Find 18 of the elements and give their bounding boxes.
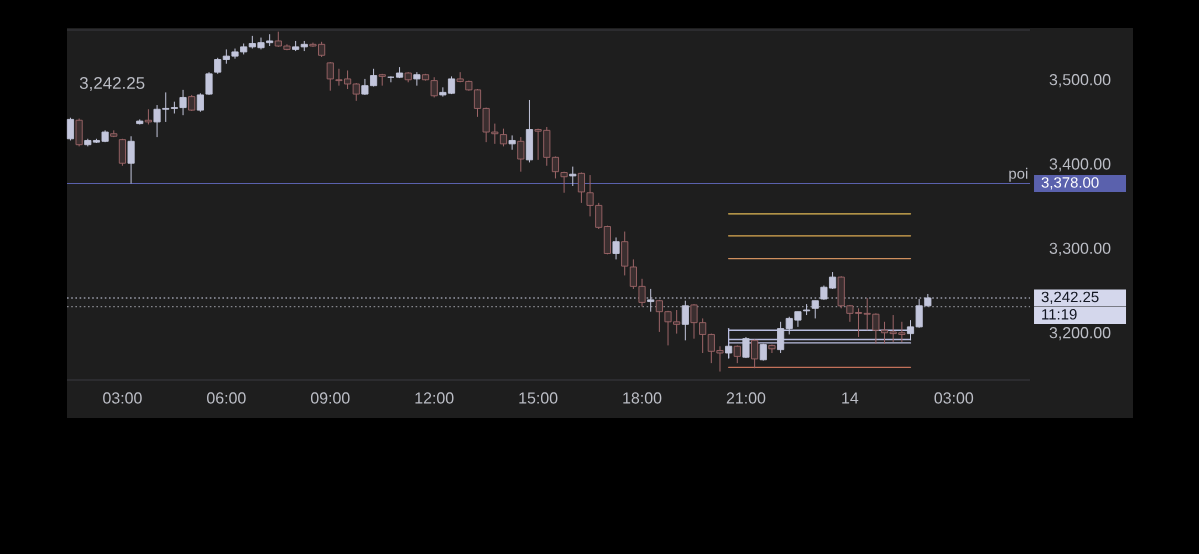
x-tick-label: 06:00 (207, 392, 246, 404)
x-tick-label: 12:00 (415, 392, 454, 404)
y-tick-label: 3,300.00 (1049, 242, 1111, 256)
y-tick-label: 3,200.00 (1049, 327, 1111, 341)
annotation: 3,242.25 (79, 77, 145, 91)
ref-line-label: poi (1009, 167, 1028, 182)
y-tick-label: 3,500.00 (1049, 74, 1111, 88)
x-tick-label: 18:00 (623, 392, 662, 404)
text: 3,242.25 (1041, 291, 1099, 304)
x-tick-label: 14 (842, 392, 859, 404)
x-tick-label: 03:00 (103, 392, 142, 404)
text: 3,378.00 (1041, 177, 1099, 190)
x-tick-label: 15:00 (519, 392, 558, 404)
x-tick-label: 03:00 (934, 392, 974, 404)
y-tick-label: 3,400.00 (1049, 158, 1111, 172)
x-tick-label: 21:00 (726, 392, 766, 404)
text: 11:19 (1042, 309, 1077, 320)
x-tick-label: 09:00 (310, 392, 350, 404)
